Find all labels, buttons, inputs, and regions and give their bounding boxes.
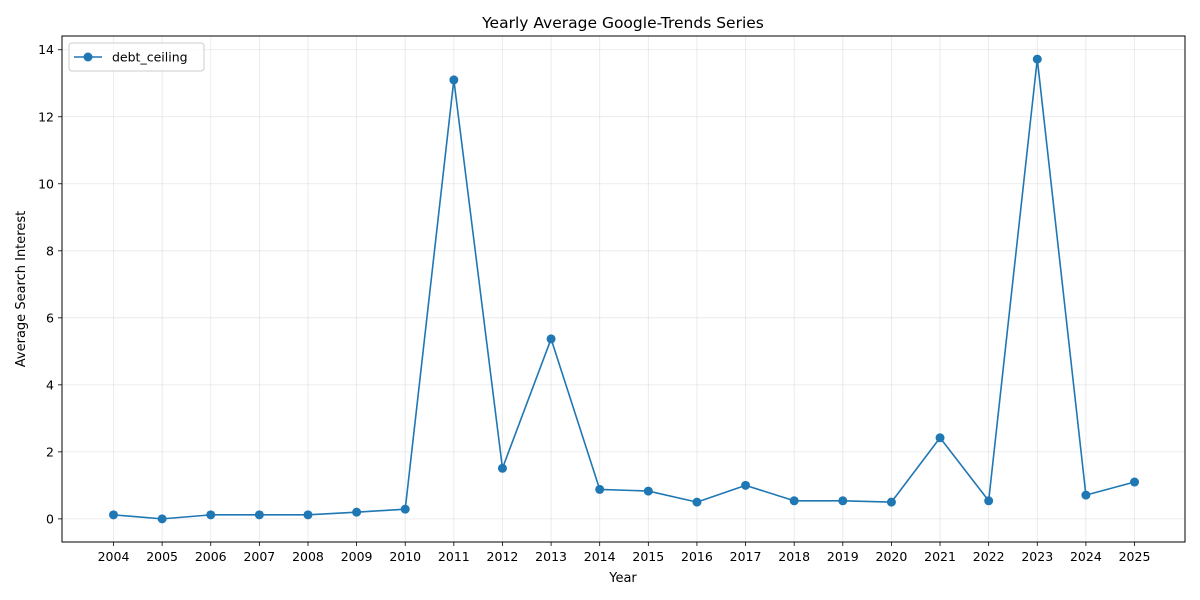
x-tick-label: 2022 <box>973 549 1005 564</box>
data-point <box>1032 54 1042 64</box>
data-point <box>1081 490 1091 500</box>
x-tick-label: 2024 <box>1070 549 1102 564</box>
data-point <box>546 334 556 344</box>
x-tick-label: 2023 <box>1021 549 1053 564</box>
data-point <box>157 514 167 524</box>
data-point <box>935 433 945 443</box>
y-axis-label: Average Search Interest <box>14 211 29 367</box>
y-tick-label: 2 <box>46 444 54 459</box>
y-tick-label: 6 <box>46 310 54 325</box>
y-tick-label: 8 <box>46 243 54 258</box>
x-tick-label: 2017 <box>730 549 762 564</box>
x-tick-label: 2009 <box>341 549 373 564</box>
data-point <box>254 510 264 520</box>
x-tick-label: 2010 <box>389 549 421 564</box>
data-point <box>838 496 848 506</box>
x-tick-label: 2018 <box>778 549 810 564</box>
data-point <box>352 507 362 517</box>
x-tick-label: 2012 <box>487 549 519 564</box>
legend-box <box>68 42 205 72</box>
data-point <box>400 504 410 514</box>
data-point <box>741 480 751 490</box>
legend: debt_ceiling <box>68 42 205 72</box>
x-tick-label: 2005 <box>146 549 178 564</box>
y-tick-label: 10 <box>38 176 54 191</box>
data-point <box>984 496 994 506</box>
x-tick-label: 2025 <box>1119 549 1151 564</box>
y-tick-label: 12 <box>38 109 54 124</box>
data-point <box>595 484 605 494</box>
data-point <box>692 497 702 507</box>
y-tick-label: 4 <box>46 377 54 392</box>
data-point <box>643 486 653 496</box>
data-point <box>206 510 216 520</box>
x-tick-label: 2021 <box>924 549 956 564</box>
x-tick-label: 2014 <box>584 549 616 564</box>
chart-title: Yearly Average Google-Trends Series <box>481 14 764 32</box>
y-tick-label: 0 <box>46 511 54 526</box>
data-point <box>109 510 118 520</box>
legend-label: debt_ceiling <box>112 50 188 65</box>
legend-marker <box>83 52 93 62</box>
series-layer <box>109 54 1140 524</box>
data-point <box>449 75 459 85</box>
data-point <box>789 496 799 506</box>
data-point <box>497 463 507 473</box>
x-tick-label: 2004 <box>98 549 130 564</box>
series-line <box>113 58 1135 520</box>
x-tick-label: 2016 <box>681 549 713 564</box>
x-tick-label: 2013 <box>535 549 567 564</box>
x-tick-label: 2015 <box>632 549 664 564</box>
data-point <box>1130 477 1140 487</box>
x-tick-label: 2006 <box>195 549 227 564</box>
plot-frame <box>61 35 1186 543</box>
x-tick-label: 2008 <box>292 549 324 564</box>
grid <box>62 36 1185 542</box>
y-axis: 0 2 4 6 8 10 12 14 <box>38 42 62 526</box>
x-tick-label: 2019 <box>827 549 859 564</box>
y-tick-label: 14 <box>38 42 54 57</box>
data-point <box>303 510 313 520</box>
x-axis-label: Year <box>608 571 637 586</box>
x-tick-label: 2007 <box>243 549 275 564</box>
x-axis: 2004 2005 2006 2007 2008 2009 2010 2011 2012 2013… <box>98 542 1151 564</box>
x-tick-label: 2020 <box>876 549 908 564</box>
x-tick-label: 2011 <box>438 549 470 564</box>
data-point <box>886 497 896 507</box>
